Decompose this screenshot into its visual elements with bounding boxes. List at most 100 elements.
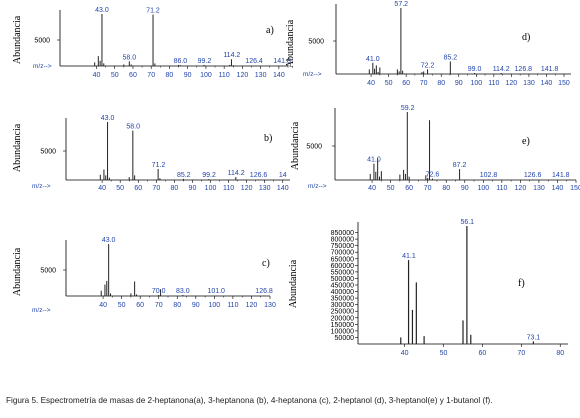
panel-letter: b) [264, 133, 272, 144]
peak-label: 99.2 [202, 172, 216, 179]
peak-label: 126.8 [515, 66, 533, 73]
y-axis-label: Abundancia [288, 259, 299, 308]
peak-label: 99.0 [468, 66, 482, 73]
x-tick-label: 100 [470, 80, 482, 87]
x-tick-label: 80 [173, 302, 181, 309]
peak-label: 71.2 [146, 8, 160, 15]
peak-label: 126.8 [255, 288, 273, 295]
peak-label: 56.1 [460, 219, 474, 226]
y-axis-label: Abundancia [12, 15, 23, 64]
peak-label: 114.2 [228, 170, 245, 177]
y-tick-label: 50000 [335, 335, 355, 342]
x-tick-label: 140 [273, 72, 285, 79]
panel-letter: c) [262, 258, 270, 269]
peak-label: 114.2 [493, 66, 510, 73]
peak-label: 141.8 [552, 172, 570, 179]
figure-caption: Figura 5. Espectrometría de masas de 2-h… [6, 396, 493, 405]
x-tick-label: 130 [255, 72, 267, 79]
peak-label: 86.0 [174, 58, 188, 65]
x-tick-label: 150 [558, 80, 570, 87]
x-tick-label: 80 [556, 350, 564, 357]
y-tick-label: 600000 [331, 263, 354, 270]
peak-label: 114.2 [223, 52, 240, 59]
y-tick-label: 350000 [331, 296, 354, 303]
x-tick-label: 120 [241, 185, 253, 192]
x-tick-label: 120 [237, 72, 249, 79]
x-tick-label: 50 [118, 302, 126, 309]
x-tick-label: 70 [147, 72, 155, 79]
peak-label: 72.6 [426, 172, 440, 179]
y-axis-label: Abundancia [290, 121, 301, 170]
peak-label: 141.8 [273, 58, 291, 65]
peak-label: 14 [279, 172, 287, 179]
x-tick-label: 40 [401, 350, 409, 357]
peak-label: 43.0 [101, 115, 115, 122]
x-tick-label: 140 [277, 185, 289, 192]
y-tick-label: 850000 [331, 230, 354, 237]
peak-label: 126.6 [524, 172, 542, 179]
spectrum-panel-e: Abundancia e) m/z--> 5000 40 50 60 70 80 90 100 110… [290, 105, 580, 192]
x-tick-label: 120 [515, 185, 527, 192]
x-tick-label: 100 [209, 302, 221, 309]
x-tick-label: 130 [523, 80, 535, 87]
x-tick-label: 60 [134, 185, 142, 192]
x-tick-label: 90 [192, 302, 200, 309]
x-tick-label: 50 [387, 185, 395, 192]
x-tick-label: 50 [440, 350, 448, 357]
x-tick-label: 40 [99, 302, 107, 309]
y-axis-label: Abundancia [12, 123, 23, 172]
spectrum-panel-c: Abundancia c) m/z--> 5000 40 50 60 70 80 90 100 110… [12, 237, 276, 314]
peak-label: 59.2 [401, 105, 415, 112]
x-tick-label: 100 [205, 185, 217, 192]
x-tick-label: 80 [437, 80, 445, 87]
panel-letter: d) [522, 32, 530, 43]
peak-label: 99.2 [198, 58, 212, 65]
peak-label: 126.6 [250, 172, 268, 179]
x-tick-label: 130 [533, 185, 545, 192]
peak-label: 58.0 [126, 124, 140, 131]
y-tick-label: 700000 [331, 250, 354, 257]
x-tick-label: 110 [219, 72, 230, 79]
x-tick-label: 50 [116, 185, 124, 192]
y-tick-label: 5000 [34, 38, 50, 45]
x-tick-label: 120 [506, 80, 518, 87]
x-tick-label: 40 [368, 185, 376, 192]
x-tick-label: 70 [152, 185, 160, 192]
y-tick-label: 5000 [306, 144, 322, 151]
x-tick-label: 70 [155, 302, 163, 309]
x-tick-label: 60 [129, 72, 137, 79]
y-tick-label: 750000 [331, 243, 354, 250]
peak-label: 57.2 [394, 1, 408, 8]
x-tick-label: 100 [477, 185, 489, 192]
y-tick-label: 300000 [331, 302, 354, 309]
x-tick-label: 90 [455, 80, 463, 87]
x-tick-label: 60 [405, 185, 413, 192]
peak-label: 71.2 [152, 162, 166, 169]
y-tick-label: 500000 [331, 276, 354, 283]
peak-label: 43.0 [102, 237, 116, 244]
panel-letter: f) [518, 278, 525, 289]
spectrum-panel-f: Abundancia f) 5000010000015000020000025000… [288, 219, 568, 357]
peak-label: 73.1 [527, 334, 541, 341]
spectrum-panel-d: Abundancia d) m/z--> 5000 40 50 60 70 80 90 100 110… [285, 1, 571, 87]
y-tick-label: 800000 [331, 237, 354, 244]
peak-label: 43.0 [95, 7, 109, 14]
y-tick-label: 200000 [331, 315, 354, 322]
x-tick-label: 50 [111, 72, 119, 79]
peak-label: 126.4 [245, 58, 263, 65]
x-tick-label: 110 [496, 185, 507, 192]
x-tick-label: 110 [488, 80, 499, 87]
y-tick-label: 150000 [331, 322, 354, 329]
x-tick-label: 80 [170, 185, 178, 192]
peak-label: 85.2 [444, 54, 458, 61]
x-tick-label: 130 [259, 185, 271, 192]
y-tick-label: 450000 [331, 283, 354, 290]
x-tick-label: 70 [424, 185, 432, 192]
x-tick-label: 140 [541, 80, 553, 87]
x-tick-label: 70 [420, 80, 428, 87]
panel-letter: e) [522, 136, 530, 147]
spectrum-panel-a: Abundancia a) m/z--> 5000 40 50 60 70 80 90 100 110… [12, 7, 291, 79]
x-tick-label: 140 [552, 185, 564, 192]
x-tick-label: 60 [479, 350, 487, 357]
